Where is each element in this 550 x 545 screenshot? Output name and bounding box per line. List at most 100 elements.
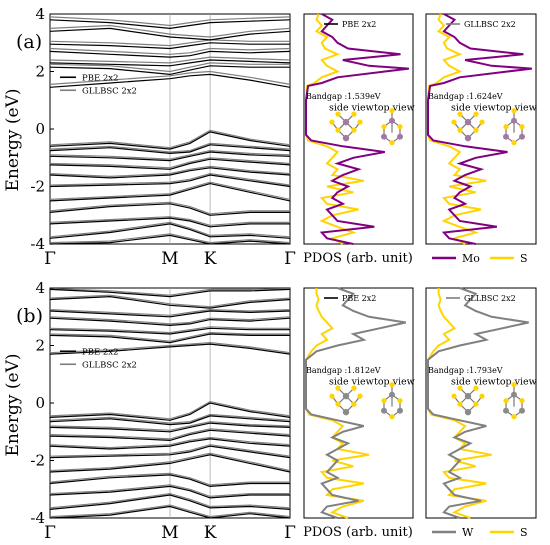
band-line	[49, 452, 291, 472]
band-line	[49, 331, 290, 342]
panel-label: (b)	[16, 305, 43, 327]
side-view-label: side view	[329, 102, 374, 113]
panel-label: (a)	[16, 31, 42, 53]
band-line	[49, 333, 290, 344]
band-line	[49, 444, 291, 457]
metal-atom	[519, 133, 525, 140]
band-line	[49, 234, 291, 245]
y-tick-label: -4	[30, 235, 45, 253]
pdos-plot-frame	[425, 287, 537, 519]
pdos-line-mo	[427, 13, 533, 245]
s-atom	[397, 398, 403, 404]
band-line	[49, 217, 290, 228]
s-atom	[473, 401, 479, 407]
s-atom	[357, 393, 363, 399]
metal-atom	[397, 407, 403, 414]
band-line	[49, 438, 291, 450]
s-atom	[329, 393, 335, 399]
band-line	[49, 288, 291, 298]
s-atom	[389, 140, 395, 146]
band-line	[49, 505, 291, 519]
metal-atom	[342, 392, 350, 400]
band-line	[49, 216, 290, 226]
metal-atom	[464, 118, 472, 126]
band-line	[49, 327, 290, 335]
band-line	[49, 413, 291, 424]
band-line	[49, 56, 291, 64]
kpoint-label: Γ	[44, 523, 56, 543]
band-line	[49, 504, 291, 518]
band-line	[49, 129, 291, 149]
band-line	[49, 165, 291, 178]
metal-atom	[464, 408, 472, 416]
s-atom	[457, 401, 463, 407]
band-line	[49, 316, 291, 325]
s-atom	[479, 393, 485, 399]
y-tick-label: 0	[35, 120, 45, 138]
band-line	[49, 484, 290, 498]
band-line	[49, 16, 291, 27]
s-atom	[473, 385, 479, 391]
legend-label-gllbsc: GLLBSC 2x2	[82, 360, 137, 370]
band-line	[49, 436, 291, 449]
side-view-label: side view	[329, 376, 374, 387]
legend-label-metal: W	[462, 526, 474, 539]
pdos-legend-label: PBE 2x2	[342, 20, 376, 29]
band-line	[49, 492, 291, 509]
band-line	[49, 73, 291, 88]
metal-atom	[389, 391, 395, 398]
s-atom	[479, 119, 485, 125]
s-atom	[473, 111, 479, 117]
s-atom	[351, 127, 357, 133]
metal-atom	[381, 133, 387, 140]
kpoint-label: M	[161, 249, 178, 269]
band-line	[49, 485, 290, 499]
s-atom	[451, 393, 457, 399]
pdos-line-w	[305, 287, 407, 519]
band-line	[49, 233, 291, 244]
kpoint-label: M	[161, 523, 178, 543]
s-atom	[451, 119, 457, 125]
metal-atom	[342, 408, 350, 416]
band-line	[49, 24, 291, 38]
band-line	[49, 172, 291, 186]
s-atom	[357, 119, 363, 125]
s-atom	[381, 124, 387, 130]
pdos-plot-frame	[303, 13, 414, 245]
band-line	[49, 221, 291, 238]
kpoint-label: K	[204, 249, 217, 269]
legend-label-sulfur: S	[520, 252, 528, 265]
top-view-label: top view	[374, 102, 415, 113]
band-line	[49, 167, 291, 179]
band-line	[49, 131, 291, 150]
y-tick-label: -2	[30, 178, 45, 196]
band-line	[49, 181, 291, 200]
kpoint-label: Γ	[284, 523, 296, 543]
pdos-x-label-b: PDOS (arb. unit)	[303, 525, 413, 540]
band-line	[49, 157, 291, 169]
metal-atom	[503, 133, 509, 140]
metal-atom	[519, 407, 525, 414]
band-line	[49, 42, 290, 50]
band-line	[49, 174, 291, 188]
band-line	[49, 203, 290, 216]
band-line	[49, 158, 291, 170]
bandgap-label: Bandgap :1.793eV	[428, 366, 503, 375]
legend-label-gllbsc: GLLBSC 2x2	[82, 86, 137, 96]
band-line	[49, 144, 291, 155]
s-atom	[511, 382, 517, 388]
s-atom	[457, 385, 463, 391]
legend-label-metal: Mo	[462, 252, 480, 265]
s-atom	[511, 140, 517, 146]
band-line	[49, 294, 291, 308]
pdos-line-s	[427, 13, 487, 245]
s-atom	[519, 124, 525, 130]
pdos-plot-frame	[303, 287, 414, 519]
bandgap-label: Bandgap :1.624eV	[428, 92, 503, 101]
y-tick-label: -4	[30, 509, 45, 527]
band-line	[49, 400, 291, 420]
kpoint-label: K	[204, 523, 217, 543]
